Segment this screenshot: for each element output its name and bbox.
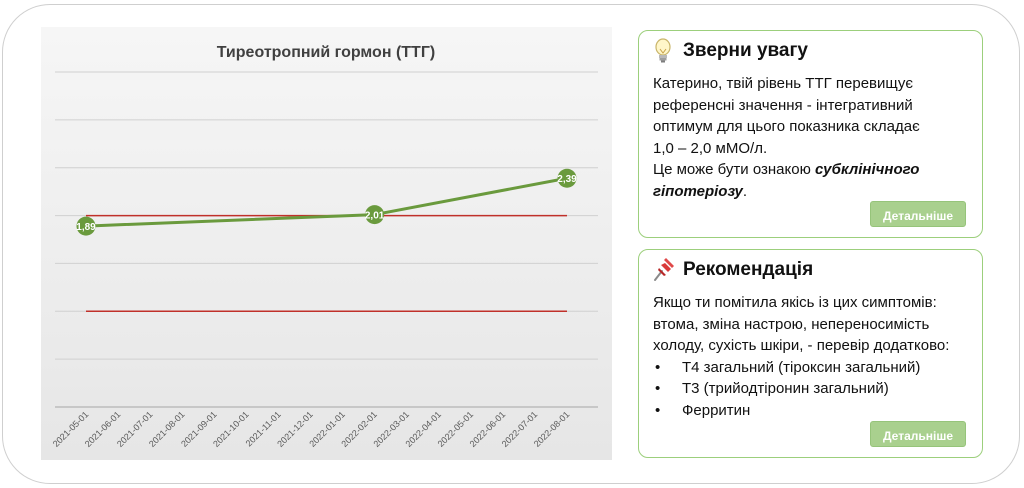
recommendation-list: Т4 загальний (тіроксин загальний) Т3 (тр… [653, 357, 975, 422]
data-point [76, 216, 96, 236]
data-label: 2,01 [365, 211, 385, 222]
data-point [365, 205, 385, 225]
tsh-chart-svg: Тиреотропний гормон (ТТГ)1,892,012,39202… [51, 44, 598, 449]
list-item: Т3 (трийодтіронин загальний) [653, 378, 975, 400]
attention-line: Катерино, твій рівень ТТГ перевищує [653, 75, 914, 92]
recommendation-card: Рекомендація Якщо ти помітила якісь із ц… [638, 249, 983, 458]
attention-note-suffix: . [742, 182, 748, 200]
attention-text: Катерино, твій рівень ТТГ перевищує рефе… [653, 73, 975, 202]
attention-note: Це може бути ознакою субклінічного гіпот… [653, 159, 975, 202]
attention-title: Зверни увагу [683, 40, 808, 61]
tsh-chart: Тиреотропний гормон (ТТГ) 1,89 2,01 2,39 202… [41, 27, 612, 460]
attention-note-emphasis: субклінічного гіпотеріозу [653, 161, 920, 200]
recommendation-line: втома, зміна настрою, непереносимість [653, 315, 930, 333]
recommendation-text: Якщо ти помітила якісь із цих симптомів:… [653, 292, 975, 421]
attention-card-header: Зверни увагу [651, 37, 808, 65]
attention-line: референсні значення - інтегративний [653, 96, 913, 114]
recommendation-details-button[interactable]: Детальніше [870, 421, 966, 447]
chart-title: Тиреотропний гормон (ТТГ) [217, 44, 435, 61]
attention-line: оптимум для цього показника складає [653, 118, 920, 135]
recommendation-line: Якщо ти помітила якісь із цих симптомів: [653, 294, 937, 311]
recommendation-line: холоду, сухість шкіри, - перевір додатко… [653, 337, 950, 354]
data-label: 1,89 [76, 222, 96, 233]
data-point [557, 168, 577, 188]
recommendation-title: Рекомендація [683, 259, 814, 280]
attention-note-prefix: Це може бути ознакою [653, 161, 815, 178]
attention-card: Зверни увагу Катерино, твій рівень ТТГ п… [638, 30, 983, 238]
lightbulb-icon [651, 37, 675, 65]
recommendation-card-header: Рекомендація [651, 256, 813, 284]
data-label: 2,39 [557, 174, 577, 185]
series-line [85, 176, 568, 228]
pushpin-icon [651, 256, 675, 284]
list-item: Т4 загальний (тіроксин загальний) [653, 357, 975, 379]
list-item: Ферритин [653, 400, 975, 422]
attention-line: 1,0 – 2,0 мМО/л. [653, 139, 768, 157]
attention-details-button[interactable]: Детальніше [870, 201, 966, 227]
